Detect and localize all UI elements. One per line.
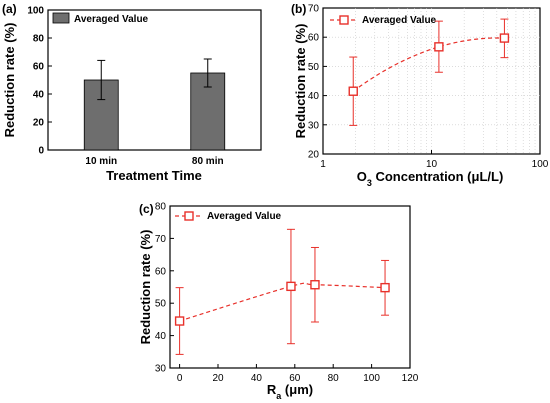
y-ticks-b: 20 30 40 50 60 70	[308, 4, 327, 161]
y-tick-label-b: 30	[308, 120, 320, 131]
legend-label-b: Averaged Value	[362, 15, 437, 26]
x-axis-title-b-main: O	[357, 169, 367, 184]
panel-a: (a) 0 20 40 60 80 100 10 min 80 min Averaged V…	[2, 2, 262, 183]
y-tick-label-b: 40	[308, 91, 320, 102]
y-axis-title-c: Reduction rate (%)	[138, 230, 153, 345]
legend-a: Averaged Value	[52, 12, 149, 25]
bars-a	[83, 58, 226, 151]
y-tick-label-c: 50	[155, 299, 167, 310]
x-axis-title-c-rest: (μm)	[281, 382, 313, 397]
panel-label-a: (a)	[2, 2, 17, 16]
legend-label-c: Averaged Value	[207, 211, 282, 222]
x-tick-label-c: 80	[328, 373, 340, 384]
points-c	[174, 228, 390, 355]
x-tick-label-b: 100	[532, 159, 549, 170]
grid-b	[323, 8, 540, 154]
y-tick-label-b: 70	[308, 4, 320, 15]
x-axis-title-b-sub: 3	[367, 178, 372, 188]
legend-marker-c	[184, 211, 194, 221]
legend-c: Averaged Value	[175, 211, 282, 222]
x-axis-title-c-sub: a	[276, 391, 282, 401]
point-b	[434, 42, 444, 52]
y-tick-label-b: 20	[308, 150, 320, 161]
x-axis-title-b: O3 Concentration (μL/L)	[357, 169, 504, 188]
x-tick-label-c: 60	[289, 373, 301, 384]
y-tick-label-c: 60	[155, 266, 167, 277]
y-tick-label-b: 50	[308, 62, 320, 73]
trend-line-c	[179, 282, 386, 322]
x-axis-title-c: Ra (μm)	[267, 382, 313, 401]
y-tick-label-a: 20	[33, 118, 45, 129]
y-axis-title-b: Reduction rate (%)	[293, 24, 308, 139]
y-tick-label-c: 30	[155, 364, 167, 375]
y-tick-label-a: 100	[27, 6, 44, 17]
point-c	[286, 281, 296, 292]
point-c	[380, 282, 390, 293]
y-tick-label-c: 40	[155, 331, 167, 342]
x-tick-label-a: 10 min	[85, 156, 117, 167]
panel-b: (b) 20 30 40 50 60 70 1 10 100 Averaged Value O…	[291, 2, 549, 188]
x-tick-label-c: 40	[251, 373, 263, 384]
y-tick-label-a: 0	[38, 146, 44, 157]
y-tick-label-c: 80	[155, 202, 167, 213]
y-tick-label-a: 80	[33, 34, 45, 45]
x-axis-title-c-main: R	[267, 382, 277, 397]
point-c	[310, 280, 320, 290]
x-tick-label-c: 100	[363, 373, 380, 384]
y-tick-label-c: 70	[155, 234, 167, 245]
point-b	[499, 33, 510, 43]
panel-label-c: (c)	[139, 202, 154, 216]
y-tick-label-a: 60	[33, 62, 45, 73]
legend-b: Averaged Value	[330, 15, 437, 26]
legend-marker-b	[339, 15, 349, 25]
legend-swatch-a	[52, 12, 70, 24]
x-tick-label-c: 20	[212, 373, 224, 384]
panel-c: (c) 30 40 50 60 70 80 0 20 40 60 80 100 120 Average…	[138, 202, 419, 402]
x-axis-title-b-rest: Concentration (μL/L)	[372, 169, 503, 184]
plot-frame-c	[169, 205, 411, 369]
legend-label-a: Averaged Value	[74, 14, 149, 25]
y-ticks-c: 30 40 50 60 70 80	[155, 202, 174, 375]
x-ticks-b: 1 10 100	[320, 150, 549, 170]
trend-line-b	[352, 37, 505, 92]
x-ticks-c: 0 20 40 60 80 100 120	[177, 364, 419, 384]
x-tick-label-c: 0	[177, 373, 183, 384]
x-tick-label-a: 80 min	[192, 156, 224, 167]
x-axis-title-a: Treatment Time	[106, 168, 202, 183]
y-ticks-a: 0 20 40 60 80 100	[27, 6, 52, 157]
point-c	[174, 316, 185, 326]
y-axis-title-a: Reduction rate (%)	[2, 23, 17, 138]
y-tick-label-a: 40	[33, 90, 45, 101]
panel-label-b: (b)	[291, 2, 306, 16]
plot-frame-a	[47, 9, 262, 151]
point-b	[348, 86, 358, 96]
x-tick-label-b: 1	[320, 159, 326, 170]
x-tick-label-c: 120	[402, 373, 419, 384]
x-tick-label-b: 10	[426, 159, 438, 170]
y-tick-label-b: 60	[308, 33, 320, 44]
points-b	[348, 18, 510, 126]
